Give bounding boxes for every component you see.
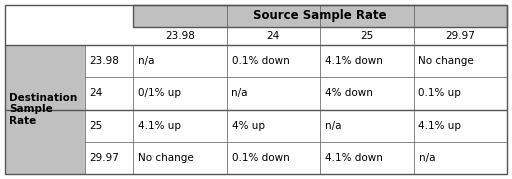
Text: No change: No change xyxy=(418,56,474,66)
Bar xyxy=(414,142,507,174)
Bar xyxy=(414,77,507,110)
Text: 23.98: 23.98 xyxy=(89,56,119,66)
Bar xyxy=(414,110,507,142)
Bar xyxy=(320,77,414,110)
Bar xyxy=(85,142,133,174)
Text: 4% down: 4% down xyxy=(325,88,373,98)
Bar xyxy=(226,45,320,77)
Text: 0/1% up: 0/1% up xyxy=(138,88,181,98)
Text: 4% up: 4% up xyxy=(231,121,265,131)
Bar xyxy=(5,45,85,174)
Bar xyxy=(133,110,226,142)
Text: 24: 24 xyxy=(267,31,280,41)
Bar xyxy=(133,142,226,174)
Text: n/a: n/a xyxy=(231,88,248,98)
Bar xyxy=(226,77,320,110)
Bar xyxy=(320,45,414,77)
Text: 0.1% down: 0.1% down xyxy=(231,153,289,163)
Bar xyxy=(133,5,507,27)
Bar xyxy=(133,77,226,110)
Text: 25: 25 xyxy=(89,121,102,131)
Text: n/a: n/a xyxy=(138,56,155,66)
Text: 24: 24 xyxy=(89,88,102,98)
Bar xyxy=(133,27,507,45)
Bar xyxy=(85,77,133,110)
Text: 4.1% down: 4.1% down xyxy=(325,56,383,66)
Bar xyxy=(133,45,226,77)
Text: 4.1% down: 4.1% down xyxy=(325,153,383,163)
Text: 23.98: 23.98 xyxy=(165,31,195,41)
Bar xyxy=(320,142,414,174)
Text: 29.97: 29.97 xyxy=(89,153,119,163)
Text: 0.1% down: 0.1% down xyxy=(231,56,289,66)
Bar xyxy=(5,5,133,45)
Text: Destination
Sample
Rate: Destination Sample Rate xyxy=(9,93,77,126)
Text: 0.1% up: 0.1% up xyxy=(418,88,461,98)
Bar xyxy=(85,110,133,142)
Text: 4.1% up: 4.1% up xyxy=(138,121,181,131)
Text: No change: No change xyxy=(138,153,194,163)
Text: 25: 25 xyxy=(360,31,373,41)
Bar xyxy=(226,142,320,174)
Bar xyxy=(226,110,320,142)
Text: 4.1% up: 4.1% up xyxy=(418,121,461,131)
Text: Source Sample Rate: Source Sample Rate xyxy=(253,9,387,23)
Bar xyxy=(133,5,507,27)
Text: 29.97: 29.97 xyxy=(445,31,475,41)
Text: n/a: n/a xyxy=(418,153,435,163)
Text: n/a: n/a xyxy=(325,121,342,131)
Bar xyxy=(85,45,133,77)
Bar xyxy=(414,45,507,77)
Bar xyxy=(320,110,414,142)
